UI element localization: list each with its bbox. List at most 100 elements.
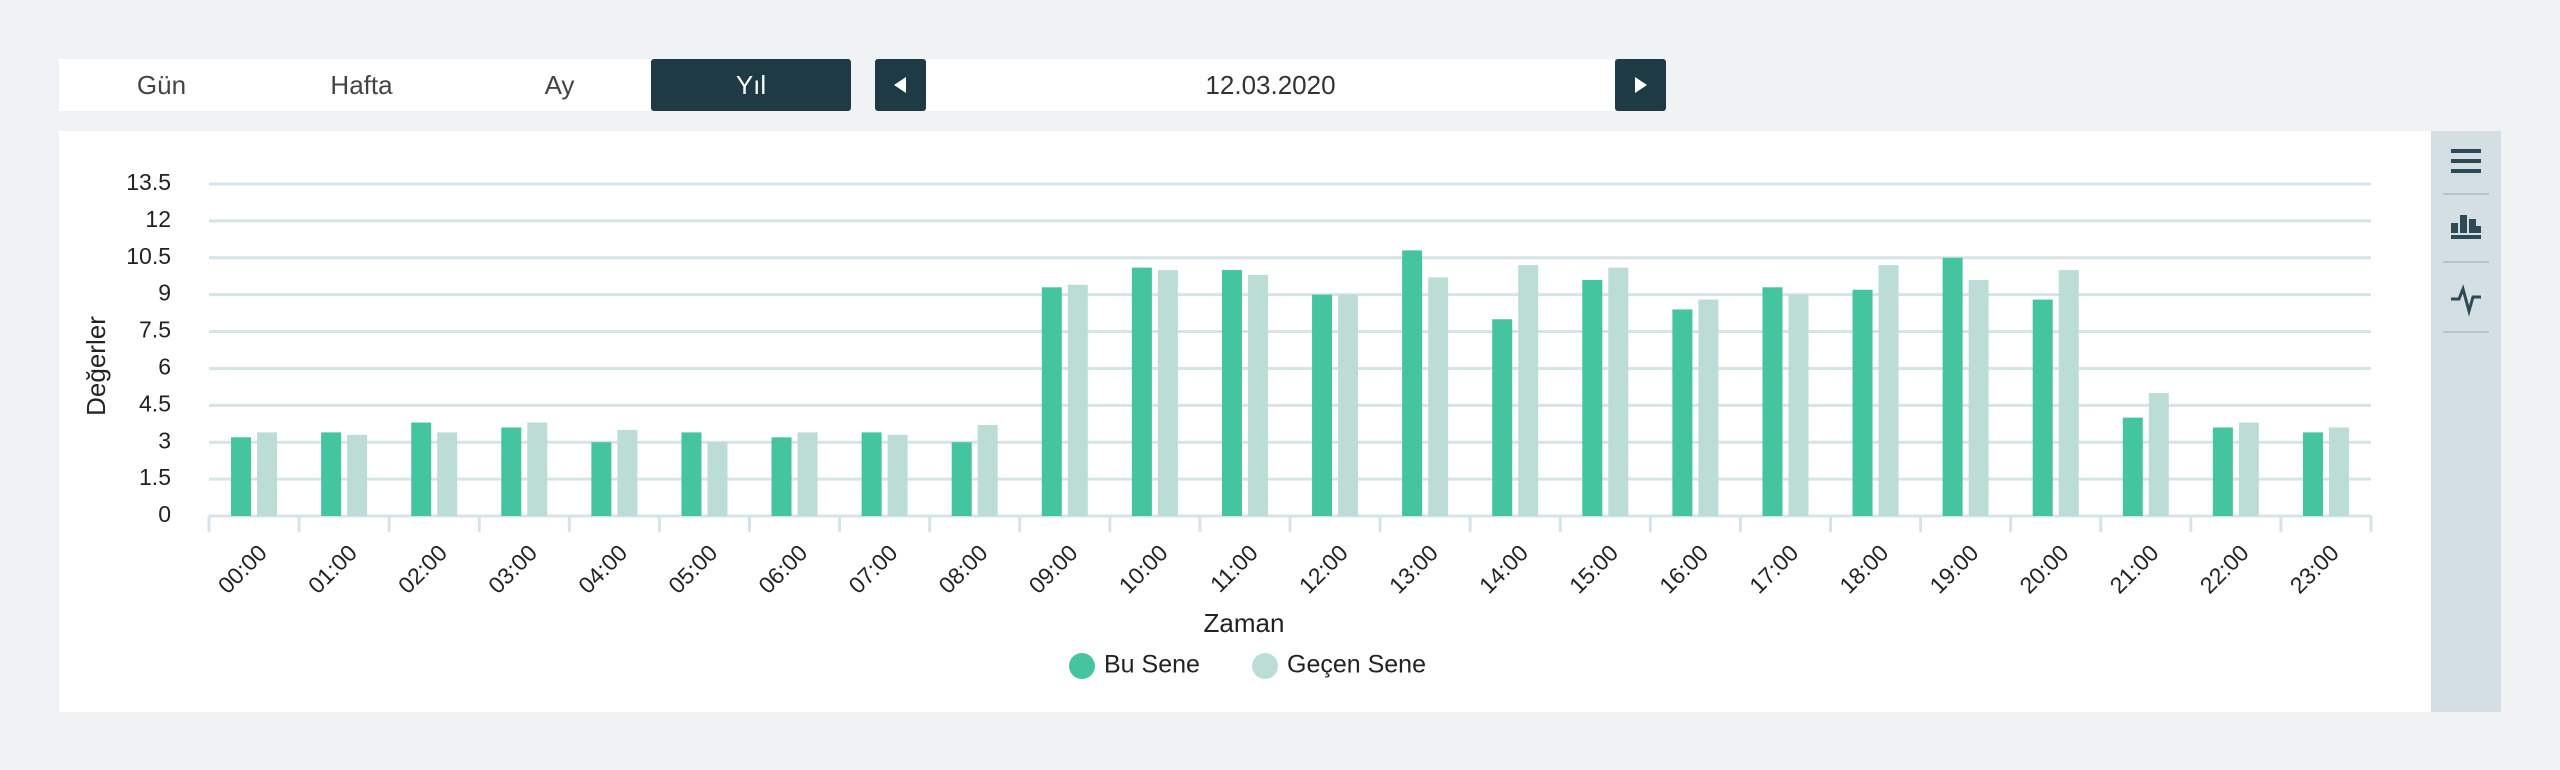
menu-icon[interactable] <box>2451 149 2481 173</box>
sidebar-icons <box>2443 149 2489 333</box>
bar <box>321 432 342 516</box>
x-tick-label: 22:00 <box>2195 539 2254 598</box>
bar <box>2212 427 2233 516</box>
tab[interactable]: Hafta <box>330 70 393 100</box>
bar <box>797 432 818 516</box>
bar <box>1131 267 1152 516</box>
bar <box>1067 284 1088 516</box>
x-tick-label: 20:00 <box>2014 539 2073 598</box>
bar-icon[interactable] <box>2451 215 2481 239</box>
y-tick-label: 13.5 <box>126 169 171 195</box>
bar <box>591 442 612 516</box>
bar <box>1762 287 1783 516</box>
bar <box>2238 422 2259 516</box>
bar <box>1221 270 1242 516</box>
x-tick-label: 21:00 <box>2105 539 2164 598</box>
x-tick-label: 08:00 <box>933 539 992 598</box>
bar <box>527 422 548 516</box>
legend-label: Bu Sene <box>1104 651 1200 679</box>
bar <box>1041 287 1062 516</box>
bar <box>887 434 908 516</box>
bar <box>1518 265 1539 516</box>
prev-button[interactable] <box>875 59 926 111</box>
y-tick-label: 7.5 <box>139 317 171 343</box>
bar <box>411 422 432 516</box>
y-tick-label: 1.5 <box>139 464 171 490</box>
tab-active[interactable]: Yıl <box>651 59 851 111</box>
bar <box>861 432 882 516</box>
next-button[interactable] <box>1615 59 1666 111</box>
bar <box>1788 294 1809 516</box>
x-tick-label: 11:00 <box>1205 539 1263 597</box>
bar <box>1608 267 1629 516</box>
legend-swatch <box>1069 653 1095 679</box>
bar <box>437 432 458 516</box>
tab[interactable]: Ay <box>544 70 575 100</box>
y-tick-label: 12 <box>145 206 171 232</box>
prev-icon <box>894 77 906 93</box>
legend-label: Geçen Sene <box>1287 651 1426 679</box>
x-tick-label: 06:00 <box>753 539 812 598</box>
y-tick-label: 9 <box>158 280 171 306</box>
bar <box>501 427 522 516</box>
date-field[interactable]: 12.03.2020 <box>926 59 1615 111</box>
bar <box>1157 270 1178 516</box>
x-tick-label: 01:00 <box>303 539 362 598</box>
y-tick-label: 6 <box>158 354 171 380</box>
bar <box>2058 270 2079 516</box>
y-tick-label: 10.5 <box>126 243 171 269</box>
bar <box>1698 299 1719 516</box>
bar <box>1312 294 1333 516</box>
x-tick-label: 00:00 <box>213 539 272 598</box>
bar <box>1402 250 1423 516</box>
x-axis-label: Zaman <box>1204 608 1285 638</box>
x-tick-label: 03:00 <box>483 539 542 598</box>
bar <box>1492 319 1513 516</box>
y-tick-label: 0 <box>158 501 171 527</box>
bar <box>1878 265 1899 516</box>
x-tick-label: 02:00 <box>393 539 452 598</box>
bar <box>1968 279 1989 516</box>
line-icon[interactable] <box>2451 284 2481 317</box>
x-tick-label: 05:00 <box>663 539 722 598</box>
x-tick-label: 04:00 <box>573 539 632 598</box>
x-tick-label: 14:00 <box>1474 539 1533 598</box>
x-tick-label: 12:00 <box>1294 539 1353 598</box>
bar <box>951 442 972 516</box>
bar <box>707 442 728 516</box>
x-tick-label: 18:00 <box>1834 539 1893 598</box>
x-tick-label: 13:00 <box>1384 539 1443 598</box>
x-tick-label: 23:00 <box>2285 539 2344 598</box>
x-tick-label: 16:00 <box>1654 539 1713 598</box>
bar <box>771 437 792 516</box>
legend-swatch <box>1252 653 1278 679</box>
bar <box>2328 427 2349 516</box>
bar <box>681 432 702 516</box>
bar <box>2122 417 2143 516</box>
tab[interactable]: Gün <box>136 70 187 100</box>
bar <box>1428 277 1449 516</box>
sidebar <box>2431 131 2501 712</box>
x-tick-label: 07:00 <box>843 539 902 598</box>
bar <box>977 425 998 516</box>
x-tick-label: 19:00 <box>1924 539 1983 598</box>
bar <box>257 432 278 516</box>
bar <box>1672 309 1693 516</box>
y-axis-label: Değerler <box>81 316 111 416</box>
x-tick-label: 17:00 <box>1744 539 1803 598</box>
bar <box>1852 289 1873 516</box>
bar <box>2032 299 2053 516</box>
bar <box>1247 274 1268 516</box>
x-tick-label: 10:00 <box>1114 539 1173 598</box>
bar <box>231 437 252 516</box>
y-tick-label: 4.5 <box>139 390 171 416</box>
bar <box>1338 294 1359 516</box>
bar <box>2148 393 2169 516</box>
bar <box>2302 432 2323 516</box>
y-tick-label: 3 <box>158 427 171 453</box>
x-tick-label: 15:00 <box>1564 539 1623 598</box>
bar <box>347 434 368 516</box>
next-icon <box>1635 77 1647 93</box>
